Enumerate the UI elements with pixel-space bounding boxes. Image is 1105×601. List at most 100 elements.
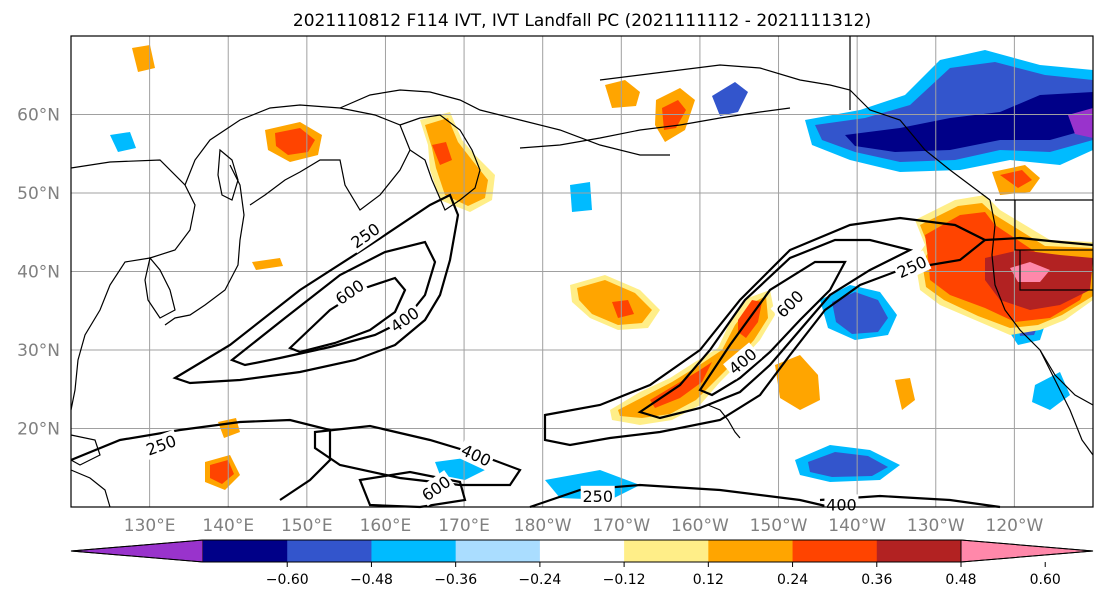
contour-label: 250 <box>580 485 615 506</box>
figure-title: 2021110812 F114 IVT, IVT Landfall PC (20… <box>293 11 871 31</box>
contour-label-text: 250 <box>582 487 613 506</box>
contour-400-east <box>637 238 914 420</box>
contour-label-bg <box>345 217 385 254</box>
latitude-labels: 60°N 50°N 40°N 30°N 20°N <box>17 106 60 440</box>
contour-label: 600 <box>329 273 370 310</box>
colorbar-outline <box>70 539 1094 563</box>
longitude-label: 180°W <box>514 516 572 536</box>
coast-taiwan-area <box>70 434 101 466</box>
coast-alaska <box>599 64 991 201</box>
contour-label: 250 <box>345 217 385 254</box>
longitude-label: 130°E <box>124 516 176 536</box>
shade-pos-kamchatka-mid <box>425 118 488 206</box>
colorbar-segment <box>708 540 794 562</box>
contour-250-south2 <box>529 483 831 509</box>
coast-kamchatka <box>399 114 481 211</box>
coast-baja <box>1039 349 1094 456</box>
colorbar-tick-label: 0.48 <box>945 572 976 588</box>
shade-pos-kamchatka-strong <box>432 142 452 165</box>
contour-600-south <box>358 470 467 509</box>
contour-label-bg <box>384 301 425 338</box>
colorbar: −0.60 −0.48 −0.36 −0.24 −0.12 0.12 0.24 0.36 0.4… <box>70 539 1094 588</box>
longitude-label: 170°E <box>438 516 490 536</box>
latitude-label: 60°N <box>17 106 60 126</box>
colorbar-tick-label: 0.24 <box>777 572 808 588</box>
coast-sakhalin <box>217 148 239 201</box>
colorbar-tick-label: −0.12 <box>603 572 646 588</box>
longitude-label: 160°W <box>671 516 729 536</box>
contour-250-eastcoast <box>984 236 1094 247</box>
latitude-label: 40°N <box>17 263 60 283</box>
colorbar-segment <box>539 540 625 562</box>
longitude-label: 150°W <box>750 516 808 536</box>
contour-250-west <box>172 193 460 385</box>
colorbar-segment <box>371 540 457 562</box>
colorbar-segment <box>876 540 962 562</box>
colorbar-tick-label: −0.60 <box>266 572 309 588</box>
shade-pos-mid3 <box>775 355 820 410</box>
longitude-label: 150°E <box>281 516 333 536</box>
contour-250-south <box>70 418 332 501</box>
contour-label-bg <box>580 485 615 506</box>
coast-siberia-north <box>339 89 670 156</box>
contour-label-bg <box>723 342 762 380</box>
shade-pos-bc-upper-strong <box>1000 170 1032 188</box>
longitude-label: 130°W <box>907 516 965 536</box>
contour-400-west <box>229 240 437 367</box>
colorbar-tick-label: 0.36 <box>861 572 892 588</box>
contour-250-east <box>543 216 988 447</box>
shade-neg-bc-strong <box>845 92 1093 152</box>
colorbar-tick-label: 0.60 <box>1030 572 1061 588</box>
ivt-contours <box>70 193 1094 509</box>
shade-neg-small2 <box>570 182 592 212</box>
contour-label-bg <box>824 494 859 515</box>
colorbar-segment <box>455 540 541 562</box>
colorbar-segment <box>792 540 878 562</box>
coast-aleutians <box>519 107 791 149</box>
shade-pos-honshu <box>252 258 283 270</box>
coast-philippines <box>70 469 111 508</box>
longitude-label: 140°E <box>202 516 254 536</box>
contour-label-bg <box>456 438 496 472</box>
shade-pos-bering <box>605 80 640 108</box>
colorbar-tick-label: 0.12 <box>693 572 724 588</box>
shade-neg-central-mid <box>832 292 888 334</box>
contour-label-bg <box>770 284 809 323</box>
latitude-label: 30°N <box>17 341 60 361</box>
coast-hawaii <box>707 404 741 439</box>
longitude-labels: 130°E 140°E 150°E 160°E 170°E 180°W 170°W 160°W… <box>124 516 1044 536</box>
shade-neg-corner <box>1068 108 1093 138</box>
shade-neg-small1 <box>110 132 136 152</box>
longitude-label: 120°W <box>986 516 1044 536</box>
contour-label: 400 <box>824 494 859 515</box>
shade-pos-mid4 <box>895 378 915 410</box>
shade-pos-ar-light <box>610 290 775 425</box>
shade-neg-alaska <box>712 82 748 116</box>
shade-neg-south-mid <box>808 452 888 477</box>
map-frame <box>70 35 1094 508</box>
contour-label-bg <box>416 470 456 507</box>
latitude-label: 20°N <box>17 420 60 440</box>
contour-label-text: 400 <box>826 495 857 514</box>
longitude-label: 170°W <box>592 516 650 536</box>
colorbar-tick-label: −0.36 <box>434 572 477 588</box>
colorbar-tick-label: −0.24 <box>518 572 561 588</box>
longitude-label: 140°W <box>828 516 886 536</box>
contour-label-bg <box>141 429 181 461</box>
contour-label-bg <box>892 250 932 283</box>
shade-neg-small3 <box>1032 372 1070 410</box>
contour-400-south <box>313 424 522 487</box>
border-states-1 <box>1014 200 1093 251</box>
contour-label-bg <box>329 273 370 310</box>
border-states-2 <box>1019 250 1093 291</box>
colorbar-extend-high <box>960 539 1094 563</box>
colorbar-segment <box>287 540 372 562</box>
contour-600-east <box>698 260 847 397</box>
colorbar-extend-low <box>70 539 204 563</box>
shade-pos-okhotsk-strong <box>275 128 315 155</box>
shade-pos-mid1-strong <box>612 300 634 318</box>
colorbar-segment <box>203 540 288 562</box>
shade-neg-south2 <box>545 470 640 500</box>
